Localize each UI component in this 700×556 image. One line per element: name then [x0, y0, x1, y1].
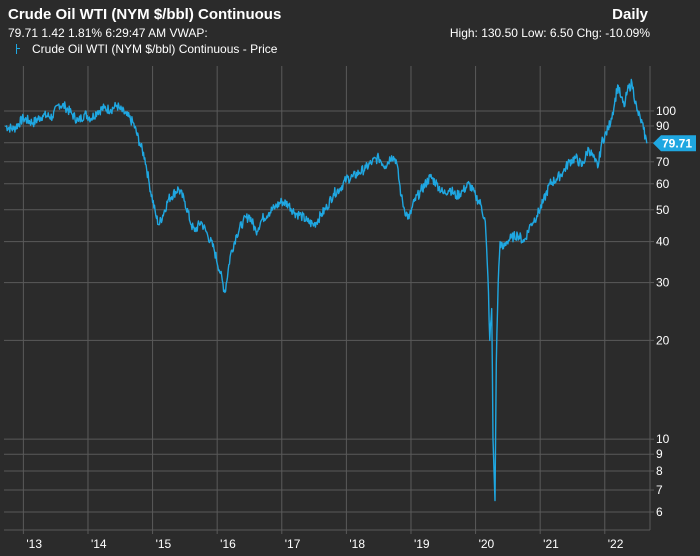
x-tick-label: '15	[156, 537, 172, 551]
period-selector[interactable]: Daily	[612, 6, 648, 23]
x-tick-label: '21	[543, 537, 559, 551]
x-tick-label: '17	[285, 537, 301, 551]
x-tick-label: '22	[608, 537, 624, 551]
quote-stats: 79.71 1.42 1.81% 6:29:47 AM VWAP:	[8, 26, 208, 40]
legend[interactable]: Crude Oil WTI (NYM $/bbl) Continuous - P…	[14, 42, 277, 56]
y-tick-label: 100	[656, 104, 676, 118]
y-tick-label: 6	[656, 505, 663, 519]
x-tick-label: '18	[349, 537, 365, 551]
y-tick-label: 70	[656, 155, 670, 169]
y-tick-label: 8	[656, 464, 663, 478]
y-tick-label: 50	[656, 203, 670, 217]
y-tick-label: 30	[656, 276, 670, 290]
chart-header: Crude Oil WTI (NYM $/bbl) Continuous Dai…	[0, 0, 700, 64]
y-tick-label: 20	[656, 333, 670, 347]
y-tick-label: 10	[656, 432, 670, 446]
x-tick-label: '16	[220, 537, 236, 551]
x-tick-label: '13	[26, 537, 42, 551]
price-line	[4, 78, 648, 502]
x-tick-label: '14	[91, 537, 107, 551]
y-tick-label: 9	[656, 447, 663, 461]
x-tick-label: '19	[414, 537, 430, 551]
chart-title: Crude Oil WTI (NYM $/bbl) Continuous	[8, 6, 282, 23]
y-tick-label: 7	[656, 483, 663, 497]
y-tick-label: 40	[656, 235, 670, 249]
x-tick-label: '20	[479, 537, 495, 551]
last-price-tag	[653, 135, 696, 152]
legend-label: Crude Oil WTI (NYM $/bbl) Continuous - P…	[32, 42, 278, 56]
high-low-change: High: 130.50 Low: 6.50 Chg: -10.09%	[449, 26, 650, 40]
y-tick-label: 90	[656, 119, 670, 133]
last-price-label: 79.71	[662, 136, 692, 150]
y-tick-label: 60	[656, 177, 670, 191]
series-marker-icon	[14, 44, 22, 54]
